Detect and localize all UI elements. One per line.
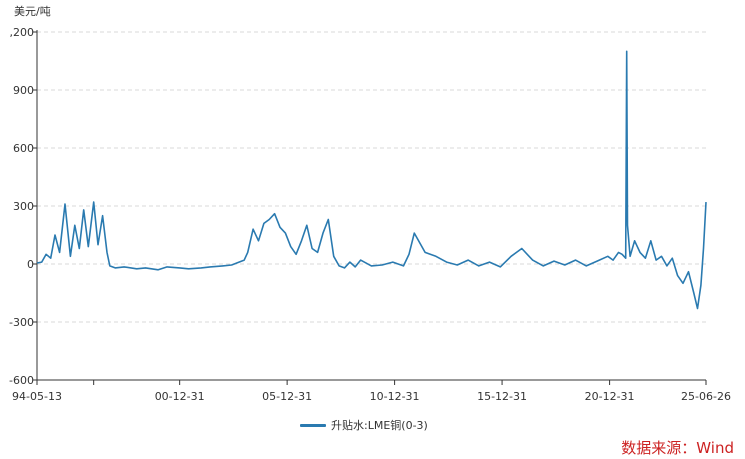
y-tick-label: -600 [9, 374, 34, 387]
y-tick-label: ,200 [10, 26, 35, 39]
x-tick-label: 94-05-13 [12, 390, 62, 403]
axes [36, 30, 706, 381]
x-tick-label: 15-12-31 [477, 390, 527, 403]
legend-swatch [300, 423, 326, 427]
y-tick-label: 900 [13, 84, 34, 97]
x-tick-label: 10-12-31 [370, 390, 420, 403]
legend-label: 升贴水:LME铜(0-3) [331, 419, 428, 432]
x-tick-label: 05-12-31 [262, 390, 312, 403]
x-tick-label: 25-06-26 [681, 390, 731, 403]
x-tick-label: 20-12-31 [585, 390, 635, 403]
y-axis-unit-label: 美元/吨 [14, 5, 51, 18]
y-tick-label: 300 [13, 200, 34, 213]
x-axis-ticks: 94-05-13 00-12-31 05-12-31 10-12-31 15-12-31… [12, 380, 731, 403]
grid-lines [37, 31, 706, 323]
source-label: 数据来源：Wind [621, 439, 734, 457]
y-tick-label: -300 [9, 316, 34, 329]
y-axis-ticks: ,200 900 600 300 0 -300 -600 [9, 26, 37, 387]
y-tick-label: 600 [13, 142, 34, 155]
x-tick-label: 00-12-31 [155, 390, 205, 403]
series-line [36, 50, 707, 310]
y-tick-label: 0 [27, 258, 34, 271]
legend[interactable]: 升贴水:LME铜(0-3) [300, 418, 428, 432]
